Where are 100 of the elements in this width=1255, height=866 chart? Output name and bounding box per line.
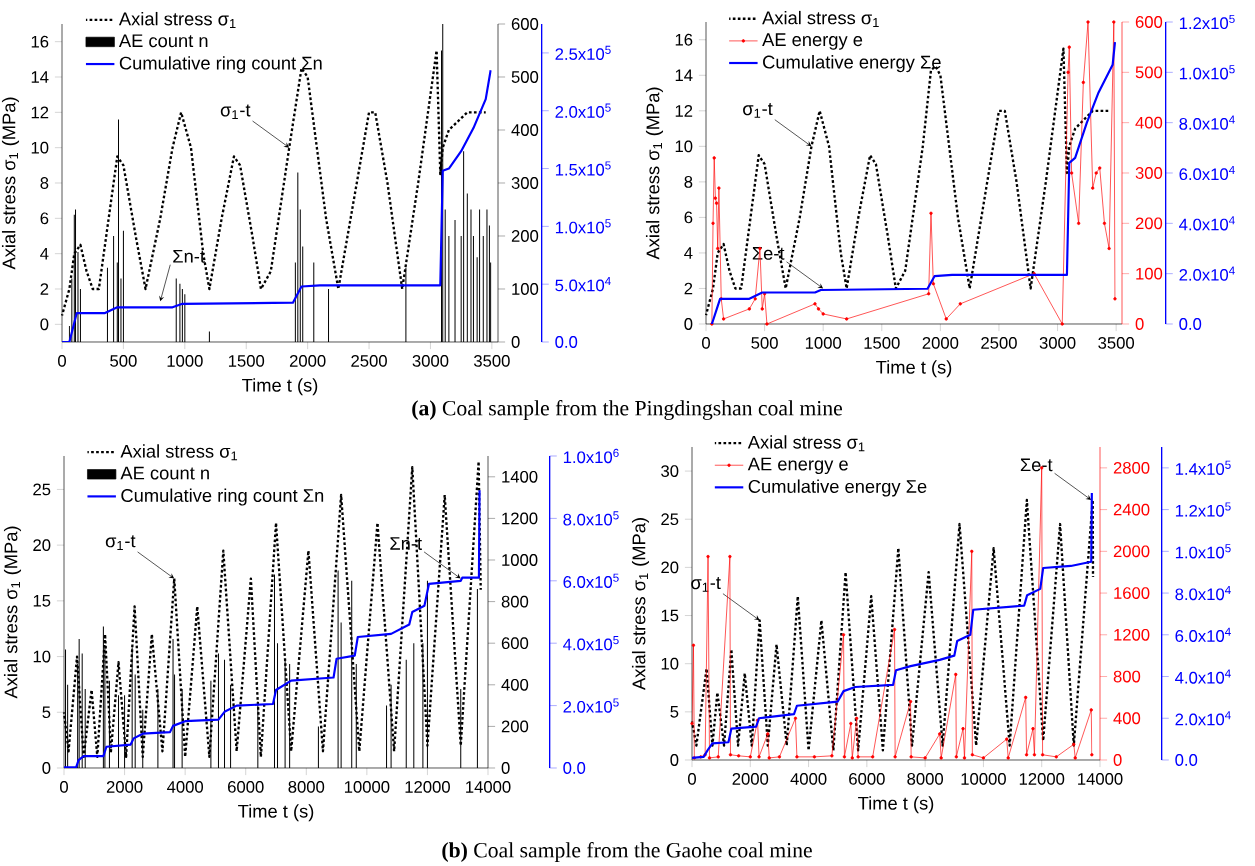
y-tick-label: 12 <box>31 106 49 119</box>
y2-tick-label: 200 <box>511 230 539 242</box>
y2-tick-label: 600 <box>511 18 539 30</box>
y-tick-label: 20 <box>661 561 679 574</box>
y2-tick-label: 1200 <box>1114 628 1150 641</box>
y3-tick-label: 1.5x10$^{5}$ <box>555 161 611 176</box>
x-tick-label: 0 <box>60 781 68 793</box>
y-tick-label: 8 <box>40 177 49 189</box>
y-tick-label: 5 <box>670 706 679 718</box>
legend-label: Cumulative energy Σe <box>763 55 941 73</box>
x-axis-title: Time t (s) <box>876 360 952 378</box>
x-tick-label: 3000 <box>1039 337 1076 349</box>
x-tick-label: 14000 <box>466 781 511 793</box>
y-tick-label: 14 <box>675 69 693 82</box>
x-axis-title: Time t (s) <box>242 378 318 396</box>
y2-tick-label: 800 <box>1113 670 1141 683</box>
x-tick-label: 14000 <box>1078 773 1123 785</box>
y3-tick-label: 4.0x10$^{4}$ <box>1175 669 1231 684</box>
legend-label: Axial stress σ$_{1}$ <box>747 435 865 452</box>
x-tick-label: 4000 <box>790 773 827 785</box>
y3-tick-label: 0.0 <box>555 336 578 348</box>
y-axis-title: Axial stress σ$_{1}$ (MPa) <box>645 87 664 260</box>
y3-tick-label: 0.0 <box>1179 318 1202 330</box>
y3-tick-label: 8.0x10$^{4}$ <box>1179 115 1235 130</box>
y3-tick-label: 2.0x10$^{4}$ <box>1175 711 1231 726</box>
y2-tick-label: 2800 <box>1113 461 1150 474</box>
y-tick-label: 10 <box>661 657 679 670</box>
y2-tick-label: 0 <box>501 762 510 774</box>
x-tick-label: 6000 <box>228 781 264 793</box>
y3-tick-label: 6.0x10$^{4}$ <box>1179 165 1235 181</box>
y-tick-label: 14 <box>31 71 49 83</box>
legend-label: Axial stress σ$_{1}$ <box>120 444 238 461</box>
x-tick-label: 500 <box>751 337 778 349</box>
x-tick-label: 1000 <box>167 355 203 367</box>
y3-tick-label: 8.0x10$^{4}$ <box>1175 585 1231 601</box>
y-axis-title: Axial stress σ$_{1}$ (MPa) <box>3 526 22 699</box>
legend-label: AE count n <box>118 34 208 48</box>
y3-tick-label: 2.0x10$^{5}$ <box>555 103 611 118</box>
annotation: σ$_{1}$-t <box>743 103 773 118</box>
y2-tick-label: 0 <box>1113 754 1122 766</box>
y2-tick-label: 400 <box>501 678 529 691</box>
x-tick-label: 2000 <box>922 337 959 349</box>
y-tick-label: 0 <box>40 318 49 331</box>
x-tick-label: 2500 <box>351 355 387 367</box>
y3-tick-label: 4.0x10$^{5}$ <box>563 636 619 651</box>
y3-tick-label: 6.0x10$^{5}$ <box>563 573 619 588</box>
x-tick-label: 12000 <box>1019 773 1065 785</box>
legend-label: Cumulative ring count Σn <box>119 56 322 74</box>
y2-tick-label: 100 <box>1136 267 1163 280</box>
y-tick-label: 4 <box>684 247 693 259</box>
x-tick-label: 10000 <box>961 773 1006 785</box>
y3-tick-label: 2.0x10$^{4}$ <box>1179 266 1235 281</box>
y-tick-label: 25 <box>661 513 679 526</box>
y3-tick-label: 1.2x10$^{5}$ <box>1179 14 1235 30</box>
y2-tick-label: 200 <box>1135 217 1163 230</box>
legend-label: AE count n <box>120 466 209 480</box>
y-tick-label: 12 <box>675 105 693 117</box>
annotation: Σe-t <box>1020 458 1053 472</box>
y-tick-label: 16 <box>31 35 49 48</box>
y-tick-label: 2 <box>684 282 693 295</box>
y-tick-label: 0 <box>670 754 679 766</box>
y2-tick-label: 200 <box>501 720 529 733</box>
legend-label: AE energy e <box>747 457 848 475</box>
legend-label: Cumulative ring count Σn <box>121 488 324 506</box>
y-tick-label: 6 <box>684 211 693 224</box>
x-tick-label: 3500 <box>1098 337 1135 349</box>
y-tick-label: 2 <box>40 283 49 295</box>
y-tick-label: 8 <box>684 175 693 188</box>
text: (b) Coal sample from the Gaohe coal mine <box>442 842 812 862</box>
x-tick-label: 12000 <box>405 781 450 793</box>
annotation: Σn-t <box>173 249 205 263</box>
y2-tick-label: 800 <box>501 595 529 608</box>
y3-tick-label: 2.0x10$^{5}$ <box>563 698 619 713</box>
y3-tick-label: 1.0x10$^{5}$ <box>1179 65 1235 80</box>
x-tick-label: 3000 <box>412 355 449 367</box>
y-axis-title: Axial stress σ$_{1}$ (MPa) <box>1 97 20 270</box>
x-tick-label: 0 <box>58 355 66 367</box>
y-tick-label: 10 <box>33 650 51 663</box>
y-axis-title: Axial stress σ$_{1}$ (MPa) <box>631 518 650 691</box>
y-tick-label: 25 <box>33 483 51 496</box>
y2-tick-label: 300 <box>1135 167 1163 179</box>
x-tick-label: 2500 <box>981 337 1017 349</box>
y-tick-label: 16 <box>675 33 693 46</box>
y2-tick-label: 2000 <box>1113 545 1150 558</box>
x-tick-label: 500 <box>110 355 137 367</box>
x-axis-title: Time t (s) <box>858 796 934 814</box>
y2-tick-label: 500 <box>511 71 539 83</box>
y2-tick-label: 400 <box>511 124 539 136</box>
y3-tick-label: 0.0 <box>1175 754 1198 766</box>
x-tick-label: 2000 <box>732 773 769 785</box>
y3-tick-label: 6.0x10$^{4}$ <box>1175 627 1231 642</box>
y3-tick-label: 1.0x10$^{6}$ <box>563 448 619 464</box>
y-tick-label: 15 <box>661 609 679 622</box>
y-tick-label: 0 <box>684 318 693 330</box>
x-tick-label: 2000 <box>106 781 143 793</box>
legend-label: Axial stress σ$_{1}$ <box>762 10 879 27</box>
x-tick-label: 10000 <box>344 781 390 793</box>
x-tick-label: 3500 <box>473 355 510 367</box>
x-tick-label: 8000 <box>288 781 325 793</box>
y3-tick-label: 1.2x10$^{5}$ <box>1175 502 1231 517</box>
